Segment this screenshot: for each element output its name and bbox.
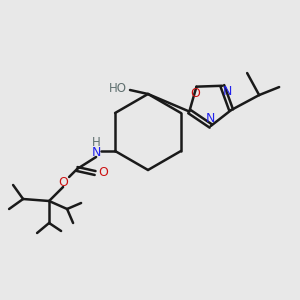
Text: N: N: [206, 112, 215, 125]
Text: N: N: [223, 85, 232, 98]
Text: N: N: [92, 146, 101, 158]
Text: HO: HO: [109, 82, 127, 95]
Text: O: O: [98, 167, 108, 179]
Text: O: O: [58, 176, 68, 190]
Text: O: O: [190, 87, 200, 100]
Text: H: H: [92, 136, 100, 149]
